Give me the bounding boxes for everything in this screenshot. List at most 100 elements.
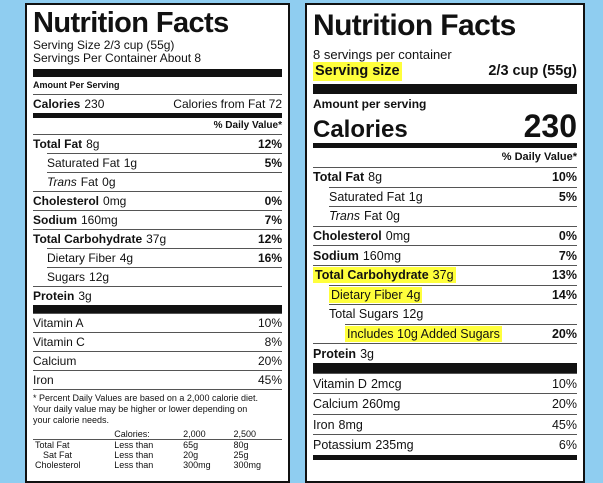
footnote-table: Calories: 2,000 2,500 Total Fat Less than 65g… [33, 429, 282, 470]
daily-value: 13% [551, 268, 577, 283]
vitamin-row: Calcium 260mg 20% [313, 393, 577, 414]
nutrient-label: Includes 10g Added Sugars [345, 326, 502, 343]
nutrient-label: Dietary Fiber 4g [329, 286, 423, 303]
nutrient-name: Total Sugars [329, 307, 399, 322]
highlight: Dietary Fiber 4g [329, 286, 423, 303]
daily-value-header: % Daily Value* [213, 120, 282, 131]
nutrient-label: Total Carbohydrate 37g [313, 267, 456, 284]
nutrient-amount: 0mg [103, 194, 127, 208]
nutrient-row: Protein 3g [313, 343, 577, 363]
nutrient-amount: 1g [123, 156, 138, 170]
nutrient-name: Cholesterol [313, 229, 382, 244]
vitamin-amount: 260mg [362, 397, 401, 412]
footnote-cell: Cholesterol [35, 460, 81, 470]
nutrient-name: Sodium [313, 248, 359, 263]
footnote-cell: 300mg [183, 460, 211, 470]
amount-per-serving: Amount per serving [313, 97, 427, 111]
nutrient-name: Total Fat [313, 170, 365, 185]
nutrient-label: Cholesterol 0mg [313, 229, 410, 243]
footnote-cell: Less than [114, 450, 154, 460]
nutrient-label: Sugars 12g [47, 270, 109, 284]
daily-value: 7% [264, 213, 282, 227]
nutrient-name: Fat [364, 209, 383, 224]
nutrient-row: Total Fat 8g 12% [33, 134, 282, 153]
vitamin-daily-value: 10% [257, 316, 282, 330]
nutrient-amount: 37g [432, 268, 454, 283]
nutrient-label: Protein 3g [33, 289, 92, 303]
nutrient-label: Saturated Fat 1g [47, 156, 137, 170]
serving-size: Serving Size 2/3 cup (55g) [33, 38, 175, 52]
calories: Calories 230 [33, 97, 104, 111]
footnote-row: Cholesterol Less than 300mg 300mg [33, 460, 282, 470]
nutrient-label: Cholesterol 0mg [33, 194, 126, 208]
nutrient-label: Saturated Fat 1g [329, 190, 423, 204]
footnote-cell [33, 429, 112, 440]
divider-bar [313, 84, 577, 94]
page: Nutrition Facts Serving Size 2/3 cup (55g… [25, 3, 585, 483]
nutrient-label: Total Fat 8g [313, 170, 382, 184]
nutrient-row: Cholesterol 0mg 0% [313, 225, 577, 246]
nutrient-row: Total Fat 8g 10% [313, 167, 577, 187]
calories-label: Calories [33, 97, 81, 111]
footnote-cell: Sat Fat [43, 450, 73, 460]
vitamin-daily-value: 6% [558, 438, 577, 453]
footnote-cell: 65g [183, 440, 199, 450]
nutrient-name: Sodium [33, 213, 77, 227]
nutrient-row: Sodium 160mg 7% [313, 245, 577, 265]
highlight: Total Carbohydrate 37g [313, 267, 456, 284]
footnote-header: 2,500 [233, 429, 257, 439]
daily-value: 20% [551, 327, 577, 342]
nutrition-label-new: Nutrition Facts 8 servings per container S… [305, 3, 585, 483]
nutrient-row: Trans Fat 0g [329, 206, 577, 226]
nutrient-row: Protein 3g [33, 286, 282, 305]
vitamin-daily-value: 8% [264, 335, 282, 349]
vitamin-name: Vitamin D [313, 376, 367, 391]
vitamin-label: Calcium 260mg [313, 397, 400, 411]
vitamin-name: Potassium [313, 438, 372, 453]
nutrient-row: Dietary Fiber 4g 16% [47, 248, 282, 267]
nutrition-label-old: Nutrition Facts Serving Size 2/3 cup (55g… [25, 3, 290, 483]
calories-value: 230 [84, 97, 105, 111]
vitamin-daily-value: 45% [551, 417, 577, 432]
nutrient-row: Sugars 12g [47, 267, 282, 286]
nutrient-label: Sodium 160mg [33, 213, 118, 227]
nutrient-row: Cholesterol 0mg 0% [33, 191, 282, 210]
vitamin-amount: 2mcg [370, 376, 402, 391]
footnote-text: * Percent Daily Values are based on a 2,… [33, 393, 258, 425]
nutrient-name: Cholesterol [33, 194, 100, 208]
vitamin-name: Vitamin A [33, 316, 84, 330]
divider-bar [33, 305, 282, 313]
vitamin-row: Iron 45% [33, 370, 282, 389]
footnote-cell: 80g [233, 440, 249, 450]
nutrient-amount: 0mg [385, 229, 411, 244]
nutrient-amount: 160mg [81, 213, 118, 227]
nutrient-label: Total Sugars 12g [329, 307, 423, 321]
amount-per-serving: Amount Per Serving [33, 77, 282, 95]
nutrient-name: Dietary Fiber [47, 251, 116, 265]
vitamin-amount: 8mg [338, 417, 363, 432]
nutrient-name: Sugars [47, 270, 86, 284]
daily-value: 16% [257, 251, 282, 265]
servings-per-container: Servings Per Container About 8 [33, 51, 202, 65]
daily-value: 0% [264, 194, 282, 208]
nutrient-name: Saturated Fat [329, 189, 405, 204]
nutrient-label: Total Fat 8g [33, 137, 99, 151]
footnote-header-row: Calories: 2,000 2,500 [33, 429, 282, 440]
divider-bar [313, 454, 577, 460]
footnote-row: Total Fat Less than 65g 80g [33, 440, 282, 451]
label-title: Nutrition Facts [33, 7, 229, 39]
nutrient-row: Dietary Fiber 4g 14% [329, 284, 577, 305]
nutrient-label: Total Carbohydrate 37g [33, 232, 166, 246]
nutrient-name: Protein [313, 346, 357, 361]
vitamin-label: Vitamin D 2mcg [313, 377, 402, 391]
nutrient-name: Total Carbohydrate [33, 232, 143, 246]
vitamin-row: Potassium 235mg 6% [313, 434, 577, 455]
footnote-cell: 25g [233, 450, 249, 460]
vitamin-name: Iron [33, 373, 54, 387]
footnote-header: Calories: [114, 429, 150, 439]
vitamin-label: Potassium 235mg [313, 438, 414, 452]
vitamin-row: Vitamin C 8% [33, 332, 282, 351]
vitamin-daily-value: 10% [551, 376, 577, 391]
calories-label: Calories [313, 116, 408, 143]
nutrient-amount: 8g [86, 137, 100, 151]
